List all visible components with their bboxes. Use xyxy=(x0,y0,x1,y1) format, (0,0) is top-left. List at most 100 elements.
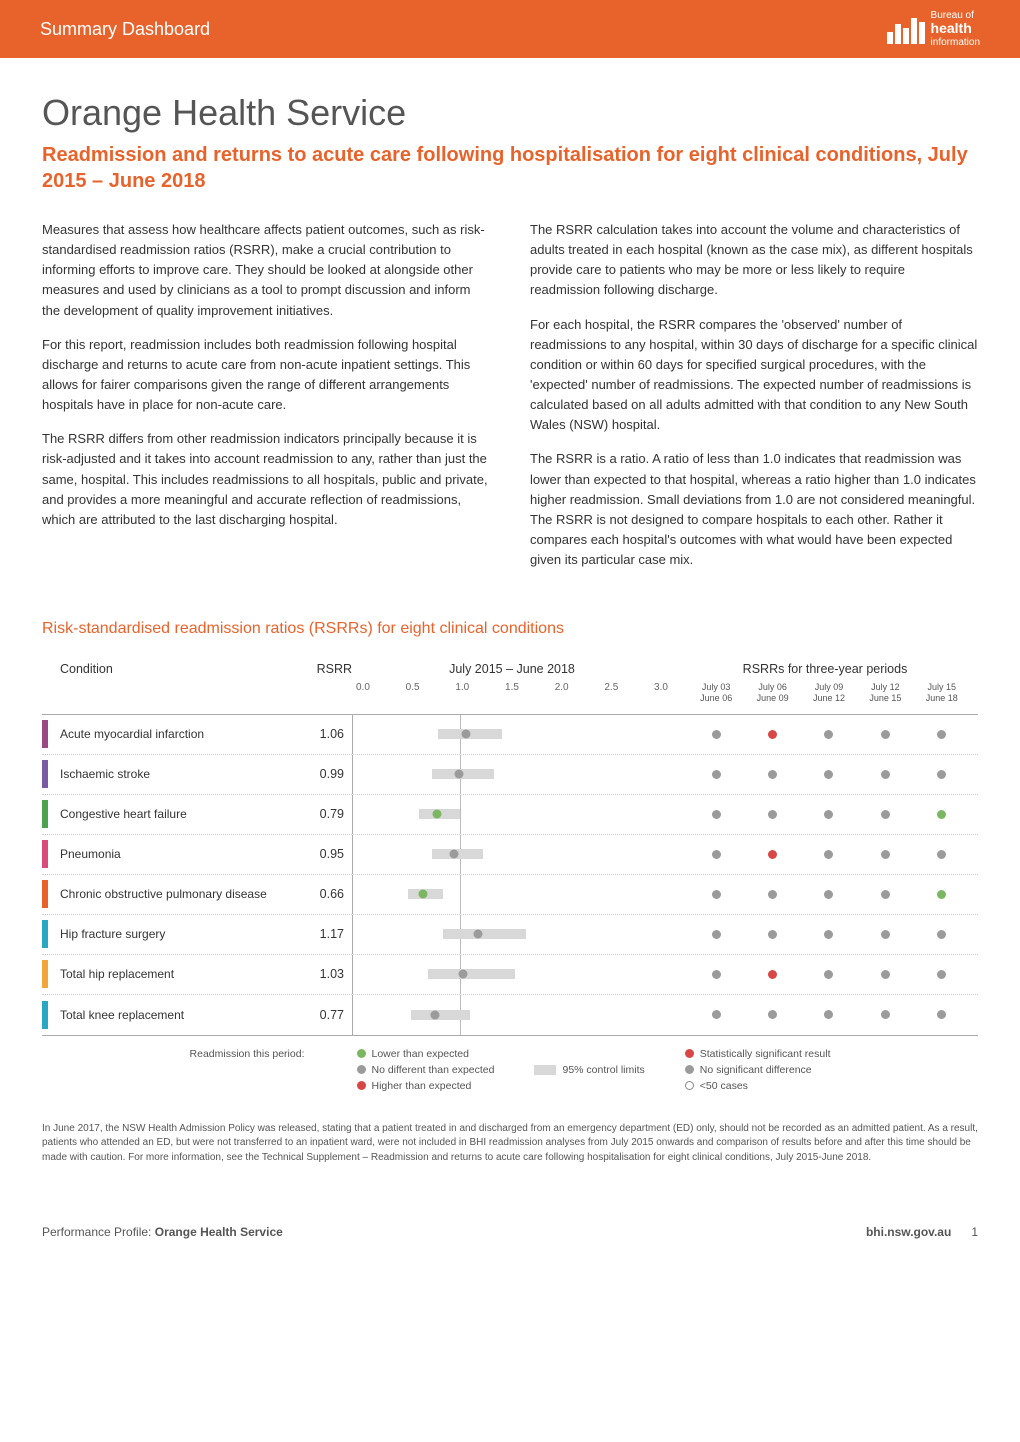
rsrr-value: 0.79 xyxy=(290,807,352,821)
rsrr-plot xyxy=(352,795,672,834)
period-labels: July 03June 06July 06June 09July 09June … xyxy=(672,682,978,704)
period-dot-icon xyxy=(768,850,777,859)
legend-label: Statistically significant result xyxy=(700,1048,831,1060)
chart-sub-headers: 0.00.51.01.52.02.53.0 July 03June 06July… xyxy=(42,682,978,704)
period-column-label: July 06June 09 xyxy=(757,682,789,704)
rsrr-value: 0.95 xyxy=(290,847,352,861)
condition-swatch-icon xyxy=(42,840,48,868)
confidence-interval-bar xyxy=(443,929,526,939)
period-dot-icon xyxy=(881,810,890,819)
axis-tick-label: 2.5 xyxy=(604,682,618,704)
period-dot-icon xyxy=(712,850,721,859)
period-dot-icon xyxy=(824,730,833,739)
period-dot-icon xyxy=(824,850,833,859)
rsrr-plot xyxy=(352,715,672,754)
legend-ci: 95% control limits xyxy=(534,1048,644,1092)
period-dots xyxy=(672,850,978,859)
condition-name: Congestive heart failure xyxy=(60,807,290,821)
col-header-condition: Condition xyxy=(42,662,290,676)
body-columns: Measures that assess how healthcare affe… xyxy=(42,220,978,584)
legend-item: Higher than expected xyxy=(357,1080,495,1092)
period-dot-icon xyxy=(768,930,777,939)
period-dots xyxy=(672,810,978,819)
body-paragraph: For each hospital, the RSRR compares the… xyxy=(530,315,978,436)
legend-marker-icon xyxy=(685,1081,694,1090)
period-dot-icon xyxy=(824,930,833,939)
col-header-periods: RSRRs for three-year periods xyxy=(672,662,978,676)
footer-prefix: Performance Profile: xyxy=(42,1225,151,1239)
period-dot-icon xyxy=(768,730,777,739)
period-dot-icon xyxy=(824,770,833,779)
period-dot-icon xyxy=(712,1010,721,1019)
legend-marker-icon xyxy=(685,1049,694,1058)
reference-line xyxy=(460,875,461,914)
rsrr-plot xyxy=(352,755,672,794)
legend-marker-icon xyxy=(357,1081,366,1090)
period-dot-icon xyxy=(712,970,721,979)
rsrr-value: 0.77 xyxy=(290,1008,352,1022)
legend-right: Statistically significant resultNo signi… xyxy=(685,1048,831,1092)
axis-tick-label: 1.0 xyxy=(455,682,469,704)
period-dot-icon xyxy=(937,850,946,859)
condition-name: Acute myocardial infarction xyxy=(60,727,290,741)
chart-row: Total knee replacement0.77 xyxy=(42,995,978,1035)
rsrr-point-icon xyxy=(431,1010,440,1019)
period-dot-icon xyxy=(824,970,833,979)
period-dot-icon xyxy=(712,770,721,779)
footnote: In June 2017, the NSW Health Admission P… xyxy=(42,1122,978,1166)
rsrr-plot xyxy=(352,915,672,954)
condition-swatch-icon xyxy=(42,720,48,748)
period-dots xyxy=(672,730,978,739)
confidence-interval-bar xyxy=(428,969,515,979)
axis-tick-label: 3.0 xyxy=(654,682,668,704)
body-paragraph: Measures that assess how healthcare affe… xyxy=(42,220,490,321)
rsrr-point-icon xyxy=(462,730,471,739)
rsrr-value: 1.03 xyxy=(290,967,352,981)
chart-legend: Readmission this period: Lower than expe… xyxy=(42,1048,978,1092)
axis-tick-label: 2.0 xyxy=(555,682,569,704)
period-dot-icon xyxy=(712,810,721,819)
legend-label: <50 cases xyxy=(700,1080,748,1092)
rsrr-plot xyxy=(352,955,672,994)
period-dots xyxy=(672,970,978,979)
period-dots xyxy=(672,1010,978,1019)
condition-name: Hip fracture surgery xyxy=(60,927,290,941)
body-col-left: Measures that assess how healthcare affe… xyxy=(42,220,490,584)
chart-row: Pneumonia0.95 xyxy=(42,835,978,875)
axis-tick-label: 1.5 xyxy=(505,682,519,704)
page-subtitle: Readmission and returns to acute care fo… xyxy=(42,142,978,194)
logo: Bureau of health information xyxy=(887,10,980,47)
legend-ci-label: 95% control limits xyxy=(562,1064,644,1076)
period-dots xyxy=(672,930,978,939)
logo-bars-icon xyxy=(887,14,925,44)
period-dots xyxy=(672,770,978,779)
body-paragraph: The RSRR calculation takes into account … xyxy=(530,220,978,301)
rsrr-point-icon xyxy=(473,930,482,939)
chart-row: Total hip replacement1.03 xyxy=(42,955,978,995)
period-dot-icon xyxy=(712,930,721,939)
legend-item: No different than expected xyxy=(357,1064,495,1076)
rsrr-plot xyxy=(352,995,672,1035)
rsrr-plot xyxy=(352,835,672,874)
legend-label: Lower than expected xyxy=(372,1048,469,1060)
rsrr-value: 1.06 xyxy=(290,727,352,741)
rsrr-value: 0.66 xyxy=(290,887,352,901)
period-column-label: July 12June 15 xyxy=(869,682,901,704)
logo-text: Bureau of health information xyxy=(931,10,980,47)
period-dot-icon xyxy=(768,1010,777,1019)
legend-marker-icon xyxy=(685,1065,694,1074)
legend-item: <50 cases xyxy=(685,1080,831,1092)
footer-profile-name: Orange Health Service xyxy=(155,1225,283,1239)
col-header-period-plot: July 2015 – June 2018 xyxy=(352,662,672,676)
logo-main: health xyxy=(931,21,980,36)
period-dot-icon xyxy=(881,890,890,899)
condition-swatch-icon xyxy=(42,920,48,948)
period-dot-icon xyxy=(937,770,946,779)
period-dot-icon xyxy=(881,730,890,739)
period-dot-icon xyxy=(881,930,890,939)
period-dot-icon xyxy=(881,970,890,979)
period-dot-icon xyxy=(712,890,721,899)
rsrr-point-icon xyxy=(454,770,463,779)
footer-site: bhi.nsw.gov.au xyxy=(866,1225,951,1239)
condition-name: Chronic obstructive pulmonary disease xyxy=(60,887,290,901)
